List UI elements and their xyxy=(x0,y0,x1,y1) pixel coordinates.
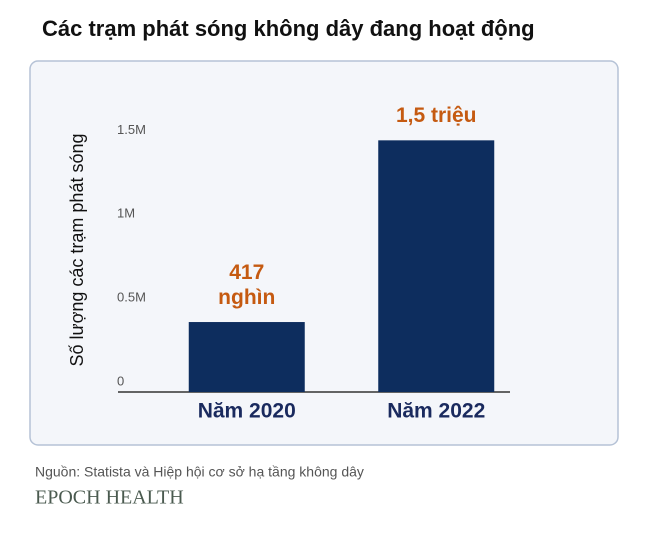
bar xyxy=(378,140,495,392)
y-tick-label: 0.5M xyxy=(117,290,146,305)
x-tick-label: Năm 2020 xyxy=(198,400,296,423)
source: Nguồn: Statista và Hiệp hội cơ sở hạ tần… xyxy=(35,464,364,480)
y-tick-label: 1M xyxy=(117,206,135,221)
value-label: 1,5 triệu xyxy=(395,104,477,128)
y-tick-label: 1.5M xyxy=(117,122,146,137)
y-tick-label: 0 xyxy=(117,373,124,388)
value-label: 417 nghìn xyxy=(218,261,276,310)
x-tick-label: Năm 2022 xyxy=(387,400,485,423)
chart-title: Các trạm phát sóng không dây đang hoạt đ… xyxy=(42,16,535,41)
bar xyxy=(188,322,305,392)
brand: EPOCH HEALTH xyxy=(35,487,184,509)
y-axis-label: Số lượng các trạm phát sóng xyxy=(67,134,87,367)
